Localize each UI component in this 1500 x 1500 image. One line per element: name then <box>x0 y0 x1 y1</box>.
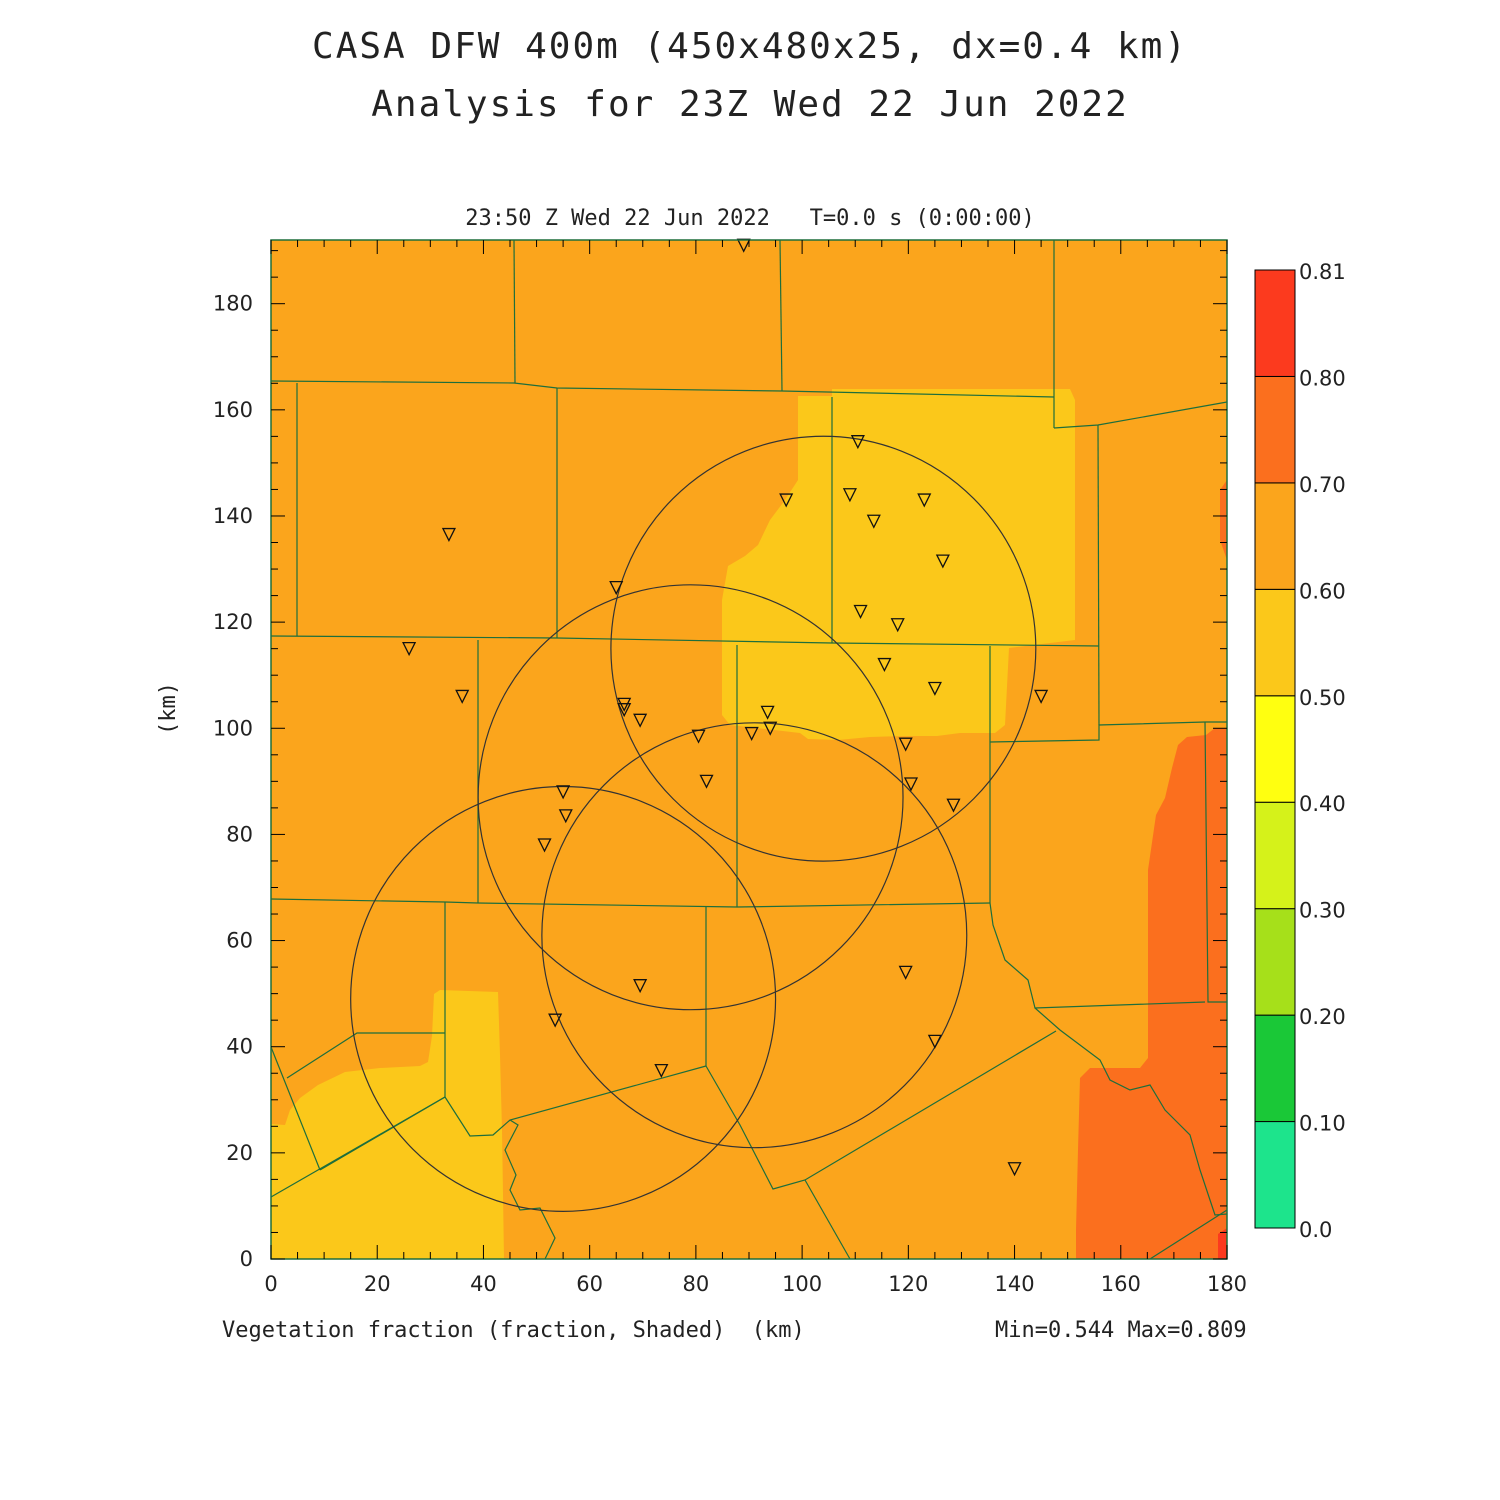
station-marker <box>927 1034 942 1049</box>
station-marker <box>548 1013 563 1028</box>
colorbar: 0.0 0.10 0.20 0.30 0.40 0.50 0.60 0.70 0.80 0.81 <box>1254 260 1346 1242</box>
colorbar-label: 0.60 <box>1299 579 1346 603</box>
variable-label: Vegetation fraction (fraction, Shaded) (… <box>222 1318 805 1343</box>
county-boundaries <box>270 239 1228 1260</box>
colorbar-label: 0.81 <box>1299 260 1346 284</box>
map-title-line1: CASA DFW 400m (450x480x25, dx=0.4 km) <box>312 26 1188 67</box>
station-marker <box>946 798 961 813</box>
station-marker <box>633 713 648 728</box>
station-marker <box>691 729 706 744</box>
radar-ring <box>541 722 968 1149</box>
station-marker <box>556 785 571 800</box>
colorbar-swatch <box>1254 269 1296 377</box>
station-marker <box>744 726 759 742</box>
y-tick-label: 80 <box>226 822 253 846</box>
colorbar-swatch <box>1254 1014 1296 1123</box>
axis-ticks <box>270 240 1228 1260</box>
station-marker <box>898 737 913 752</box>
y-tick-label: 20 <box>226 1141 253 1165</box>
station-marker <box>699 774 714 789</box>
radar-ring <box>477 584 904 1011</box>
station-marker <box>877 657 892 673</box>
radar-range-rings <box>350 435 1037 1212</box>
station-marker <box>609 580 624 596</box>
field-highest-region-southeast <box>1218 1228 1227 1259</box>
y-tick-label: 160 <box>213 398 253 422</box>
colorbar-label: 0.80 <box>1299 366 1346 390</box>
min-max-label: Min=0.544 Max=0.809 <box>995 1318 1247 1343</box>
station-marker <box>455 689 470 704</box>
station-marker <box>441 527 456 543</box>
station-marker <box>890 618 905 633</box>
y-tick-label: 100 <box>213 716 253 740</box>
station-marker <box>842 488 857 503</box>
x-tick-label: 60 <box>576 1272 603 1296</box>
station-marker <box>1034 689 1049 704</box>
station-marker <box>402 642 417 657</box>
station-marker <box>1007 1162 1022 1177</box>
map-title-line2: Analysis for 23Z Wed 22 Jun 2022 <box>371 84 1129 125</box>
y-tick-label: 180 <box>213 292 253 316</box>
x-tick-label: 80 <box>683 1272 710 1296</box>
colorbar-label: 0.30 <box>1299 899 1346 923</box>
field-high-region-east <box>1076 480 1227 1259</box>
colorbar-label: 0.20 <box>1299 1005 1346 1029</box>
station-marker <box>779 493 794 508</box>
x-tick-label: 20 <box>364 1272 391 1296</box>
colorbar-swatch <box>1254 908 1296 1016</box>
y-tick-label: 0 <box>240 1247 253 1271</box>
colorbar-swatch <box>1254 482 1296 590</box>
station-marker <box>903 777 919 792</box>
field-low-region-southwest <box>271 990 504 1259</box>
station-marker <box>633 979 648 994</box>
colorbar-label: 0.10 <box>1299 1112 1346 1136</box>
station-marker <box>537 838 552 853</box>
y-tick-label: 140 <box>213 504 253 528</box>
station-marker <box>617 697 632 712</box>
station-marker <box>866 514 881 529</box>
colorbar-swatch <box>1254 695 1296 803</box>
station-marker <box>853 604 868 619</box>
radar-ring <box>610 435 1037 862</box>
x-tick-label: 180 <box>1207 1272 1247 1296</box>
x-tick-label: 0 <box>264 1272 277 1296</box>
station-marker <box>617 703 632 718</box>
station-marker <box>850 435 865 450</box>
x-tick-label: 100 <box>782 1272 822 1296</box>
x-tick-label: 120 <box>888 1272 928 1296</box>
colorbar-swatch <box>1254 801 1296 910</box>
y-tick-labels: 0 20 40 60 80 100 120 140 160 180 <box>213 292 253 1271</box>
colorbar-swatch <box>1254 375 1296 484</box>
valid-time-label: 23:50 Z Wed 22 Jun 2022 T=0.0 s (0:00:00… <box>465 206 1035 231</box>
vegetation-field <box>271 240 1227 1259</box>
station-markers <box>402 238 1049 1177</box>
station-marker <box>917 493 932 508</box>
colorbar-label: 0.50 <box>1299 686 1346 710</box>
colorbar-swatch <box>1254 588 1296 697</box>
station-marker <box>558 809 573 824</box>
colorbar-swatch <box>1254 1121 1296 1229</box>
x-tick-label: 140 <box>995 1272 1035 1296</box>
station-marker <box>927 681 942 696</box>
x-tick-label: 40 <box>470 1272 497 1296</box>
y-tick-label: 60 <box>226 929 253 953</box>
station-marker <box>654 1063 669 1079</box>
y-tick-label: 120 <box>213 610 253 634</box>
x-tick-labels: 0 20 40 60 80 100 120 140 160 180 <box>264 1272 1247 1296</box>
colorbar-label: 0.70 <box>1299 473 1346 497</box>
station-marker <box>760 705 775 720</box>
field-low-region-north <box>722 389 1075 740</box>
station-marker <box>935 554 950 569</box>
station-marker <box>898 965 913 980</box>
colorbar-label: 0.40 <box>1299 792 1346 816</box>
colorbar-label: 0.0 <box>1299 1218 1332 1242</box>
y-tick-label: 40 <box>226 1035 253 1059</box>
x-tick-label: 160 <box>1101 1272 1141 1296</box>
station-marker <box>763 721 778 736</box>
